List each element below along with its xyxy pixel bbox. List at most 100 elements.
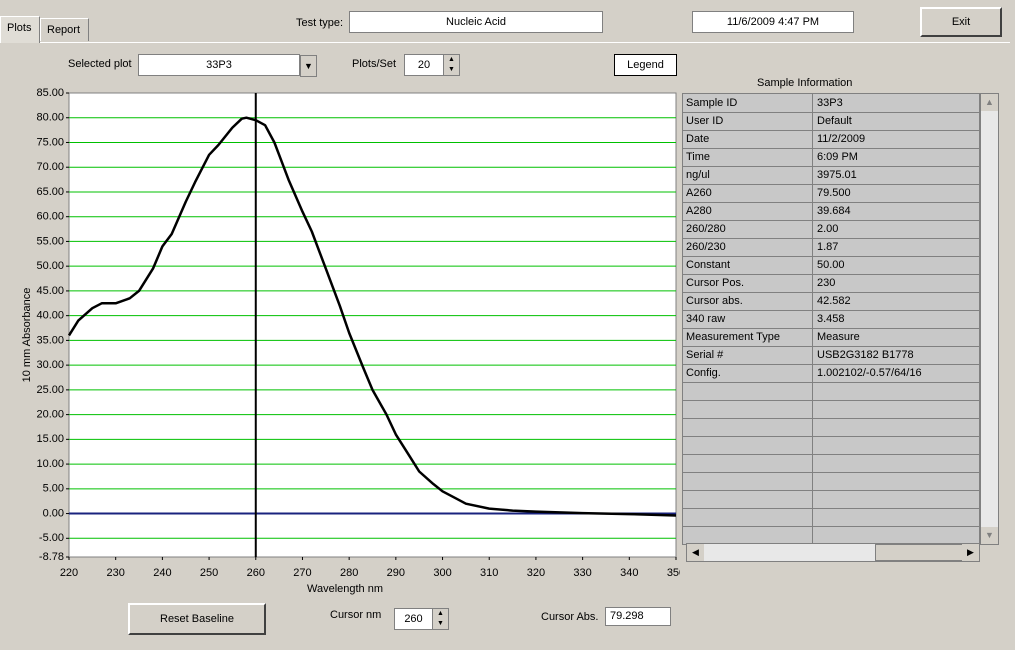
field-name: User ID xyxy=(683,112,813,130)
x-tick-label: 350 xyxy=(667,567,680,579)
table-row xyxy=(683,472,980,491)
spinner[interactable]: ▲ ▼ xyxy=(443,54,460,76)
y-tick-label: 10.00 xyxy=(36,458,64,470)
test-type-field: Nucleic Acid xyxy=(349,11,603,33)
dropdown-arrow[interactable]: ▼ xyxy=(300,55,317,77)
table-row: Constant 50.00 xyxy=(683,256,980,275)
y-tick-label: 50.00 xyxy=(36,260,64,272)
field-name xyxy=(683,400,813,418)
field-value xyxy=(814,508,980,526)
table-row xyxy=(683,508,980,527)
field-name: 260/280 xyxy=(683,220,813,238)
scroll-right[interactable]: ▶ xyxy=(962,544,979,561)
selected-plot-dropdown[interactable]: 33P3 xyxy=(138,54,300,76)
field-name: Serial # xyxy=(683,346,813,364)
field-name: 260/230 xyxy=(683,238,813,256)
cursor-spinner[interactable]: ▲ ▼ xyxy=(432,608,449,630)
y-tick-label: 0.00 xyxy=(43,507,64,519)
field-name xyxy=(683,454,813,472)
field-value: 1.87 xyxy=(814,238,980,256)
table-row: Serial # USB2G3182 B1778 xyxy=(683,346,980,365)
exit-button[interactable]: Exit xyxy=(920,7,1002,37)
table-row xyxy=(683,526,980,544)
field-name xyxy=(683,526,813,544)
spectrum-line xyxy=(67,116,677,517)
table-row xyxy=(683,382,980,401)
field-name: ng/ul xyxy=(683,166,813,184)
y-tick-label: 80.00 xyxy=(36,112,64,124)
y-axis-label: 10 mm Absorbance xyxy=(21,288,33,383)
field-name: A260 xyxy=(683,184,813,202)
x-axis-label: Wavelength nm xyxy=(307,583,383,595)
plot-area xyxy=(68,92,677,558)
field-value: 6:09 PM xyxy=(814,148,980,166)
table-row: Cursor abs. 42.582 xyxy=(683,292,980,311)
table-row: A260 79.500 xyxy=(683,184,980,203)
table-row: Measurement Type Measure xyxy=(683,328,980,347)
y-tick-label: 35.00 xyxy=(36,334,64,346)
sample-info-title: Sample Information xyxy=(757,77,853,89)
table-row: Date 11/2/2009 xyxy=(683,130,980,149)
y-tick-label: 85.00 xyxy=(36,87,64,99)
tab-report[interactable]: Report xyxy=(40,18,89,41)
field-value xyxy=(814,436,980,454)
field-name: Measurement Type xyxy=(683,328,813,346)
field-name xyxy=(683,382,813,400)
reset-baseline-button[interactable]: Reset Baseline xyxy=(128,603,266,635)
x-tick-label: 300 xyxy=(433,567,451,579)
scroll-left[interactable]: ◀ xyxy=(687,544,704,561)
field-name xyxy=(683,472,813,490)
cursor-nm-field[interactable]: 260 xyxy=(394,608,433,630)
x-tick-label: 250 xyxy=(200,567,218,579)
field-name: Cursor Pos. xyxy=(683,274,813,292)
field-name: Sample ID xyxy=(683,94,813,112)
x-tick-label: 320 xyxy=(527,567,545,579)
field-value: 11/2/2009 xyxy=(814,130,980,148)
field-name: Date xyxy=(683,130,813,148)
x-tick-label: 220 xyxy=(60,567,78,579)
scroll-up[interactable]: ▲ xyxy=(981,94,998,111)
x-tick-label: 340 xyxy=(620,567,638,579)
field-value: Default xyxy=(814,112,980,130)
table-row: Time 6:09 PM xyxy=(683,148,980,167)
table-row: ng/ul 3975.01 xyxy=(683,166,980,185)
field-name: Constant xyxy=(683,256,813,274)
field-name xyxy=(683,436,813,454)
field-value: 50.00 xyxy=(814,256,980,274)
x-tick-label: 330 xyxy=(573,567,591,579)
plots-per-set-label: Plots/Set xyxy=(352,58,397,70)
field-value xyxy=(814,526,980,544)
y-tick-label: 25.00 xyxy=(36,384,64,396)
vertical-scrollbar[interactable]: ▲ ▼ xyxy=(980,93,999,545)
field-value xyxy=(814,418,980,436)
field-value: 230 xyxy=(814,274,980,292)
y-tick-label: -5.00 xyxy=(39,532,64,544)
x-tick-label: 230 xyxy=(107,567,125,579)
cursor-nm-label: Cursor nm xyxy=(330,609,382,621)
cursor-abs-field: 79.298 xyxy=(605,607,671,626)
x-tick-label: 270 xyxy=(293,567,311,579)
chart: Wavelength nm 10 mm Absorbance 85.00 80.0… xyxy=(21,87,680,595)
field-value: 79.500 xyxy=(814,184,980,202)
field-value xyxy=(814,382,980,400)
field-value: 3975.01 xyxy=(814,166,980,184)
y-tick-label: 40.00 xyxy=(36,310,64,322)
table-row: Sample ID 33P3 xyxy=(683,94,980,113)
x-tick-label: 290 xyxy=(387,567,405,579)
horizontal-scrollbar[interactable]: ◀ ▶ xyxy=(686,543,980,562)
table-row: Cursor Pos. 230 xyxy=(683,274,980,293)
table-row: A280 39.684 xyxy=(683,202,980,221)
tab-plots[interactable]: Plots xyxy=(0,16,40,43)
y-tick-label: 75.00 xyxy=(36,136,64,148)
field-value xyxy=(814,472,980,490)
table-row: 260/280 2.00 xyxy=(683,220,980,239)
y-tick-label: 65.00 xyxy=(36,186,64,198)
field-value: 2.00 xyxy=(814,220,980,238)
scroll-thumb[interactable] xyxy=(875,544,963,561)
legend-button[interactable]: Legend xyxy=(614,54,677,76)
selected-plot-label: Selected plot xyxy=(68,58,132,70)
scroll-down[interactable]: ▼ xyxy=(981,527,998,544)
y-tick-label: 55.00 xyxy=(36,235,64,247)
field-name: 340 raw xyxy=(683,310,813,328)
